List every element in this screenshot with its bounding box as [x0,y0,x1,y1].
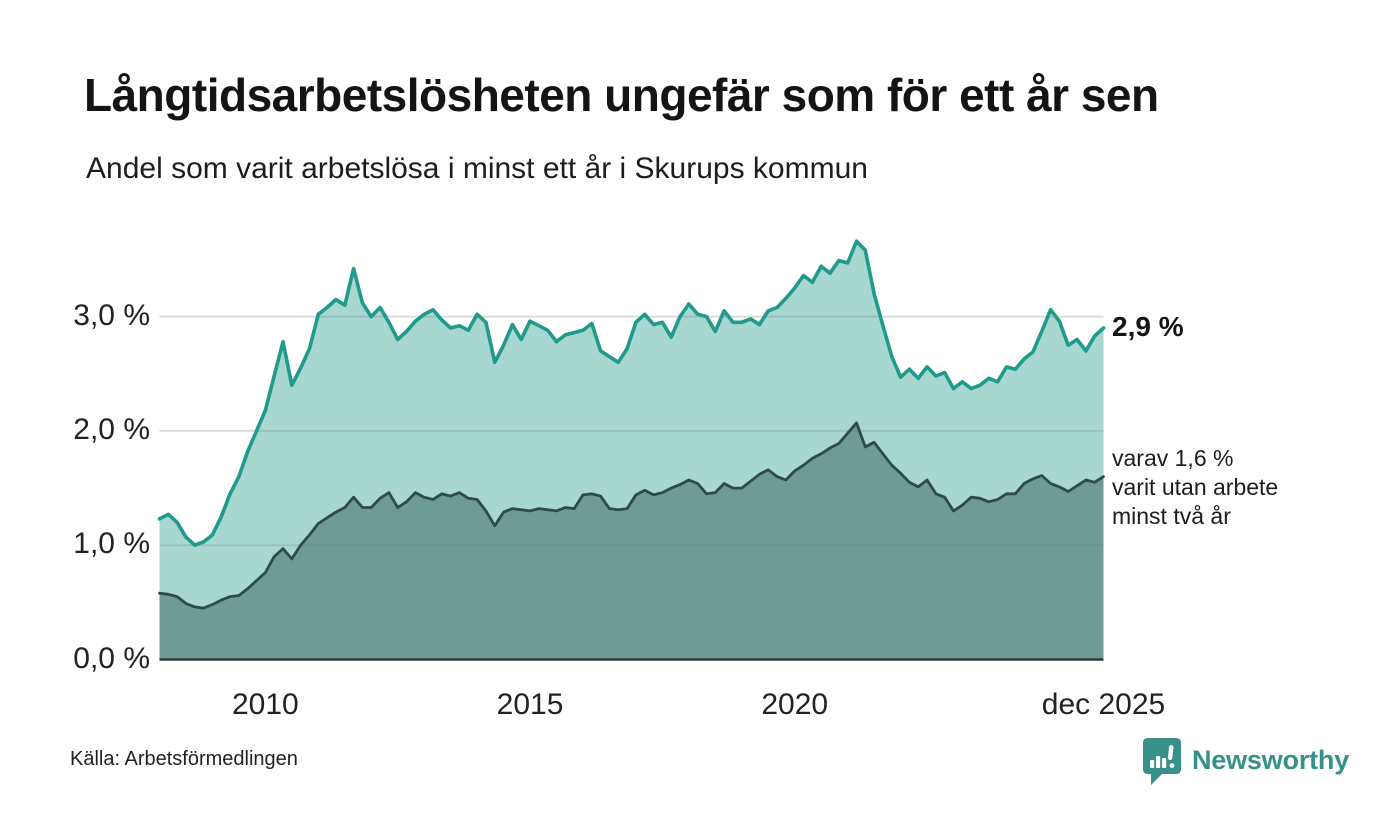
x-tick-label: 2010 [231,688,299,721]
x-tick-label: dec 2025 [1041,688,1166,721]
y-tick-label: 2,0 % [73,412,150,446]
newsworthy-logo-icon [1143,738,1181,785]
newsworthy-logo: Newsworthy [1143,738,1349,786]
series-end-value-label: 2,9 % [1112,311,1184,342]
area-fill-minst-tva-ar [159,422,1104,660]
series-annotation-label: varav 1,6 % varit utan arbete minst två … [1112,445,1279,529]
x-tick-label: 2015 [496,688,564,721]
line-minst-ett-ar [157,239,1106,547]
x-tick-label: 2020 [761,688,829,721]
source-note: Källa: Arbetsförmedlingen [70,748,298,770]
y-tick-label: 0,0 % [73,641,150,675]
page-subtitle: Andel som varit arbetslösa i minst ett å… [86,152,868,185]
page-title: Långtidsarbetslösheten ungefär som för e… [84,69,1159,121]
y-tick-label: 1,0 % [73,527,150,561]
newsworthy-logo-text: Newsworthy [1192,745,1350,775]
line-minst-tva-ar [158,421,1105,610]
y-tick-label: 3,0 % [73,298,150,332]
